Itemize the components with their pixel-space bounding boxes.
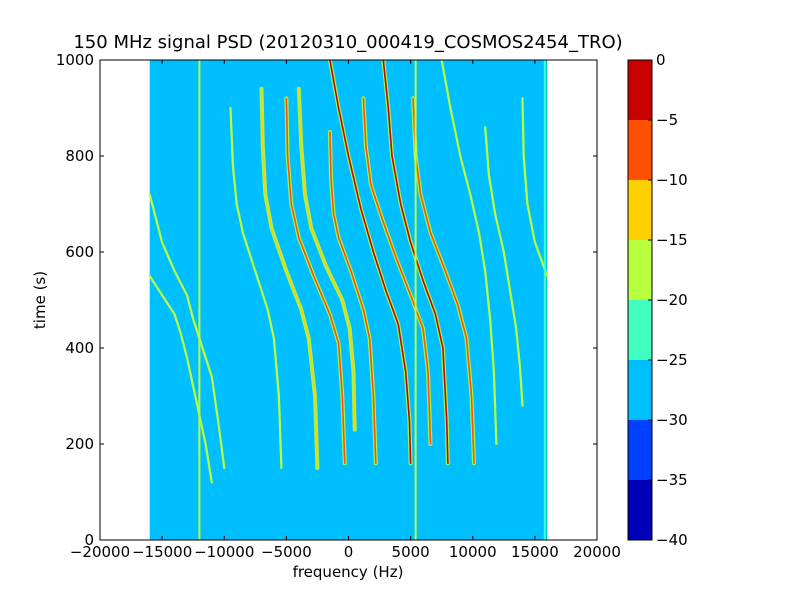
x-tick-label: 5000 xyxy=(392,543,430,561)
x-axis-label: frequency (Hz) xyxy=(293,563,404,581)
y-axis: 0 200 400 600 800 1000 xyxy=(56,51,597,549)
y-tick-label: 1000 xyxy=(56,51,94,69)
y-tick-label: 400 xyxy=(65,339,94,357)
x-axis: −20000 −15000 −10000 −5000 0 5000 10000 15000 20… xyxy=(70,60,621,561)
heatmap-image xyxy=(148,60,549,540)
y-axis-label: time (s) xyxy=(31,271,49,329)
signal-trace xyxy=(329,131,377,464)
signal-trace xyxy=(484,126,524,407)
colorbar-tick-label: −20 xyxy=(656,291,688,309)
y-tick-label: 800 xyxy=(65,147,94,165)
colorbar-tick-label: −25 xyxy=(656,351,688,369)
colorbar-band xyxy=(628,60,652,120)
colorbar-band xyxy=(628,360,652,420)
colorbar-band xyxy=(628,180,652,240)
signal-trace xyxy=(440,60,498,446)
signal-trace xyxy=(148,274,213,484)
colorbar-band xyxy=(628,480,652,540)
signal-trace xyxy=(148,193,226,470)
x-tick-label: 0 xyxy=(344,543,354,561)
colorbar-band xyxy=(628,120,652,180)
chart-title: 150 MHz signal PSD (20120310_000419_COSM… xyxy=(73,32,622,53)
signal-trace xyxy=(298,88,356,431)
signal-trace xyxy=(382,60,449,464)
x-tick-label: −5000 xyxy=(261,543,312,561)
signal-trace xyxy=(260,88,319,469)
colorbar-band xyxy=(628,420,652,480)
colorbar: −40 −35 −30 −25 −20 −15 −10 −5 0 xyxy=(627,51,688,549)
y-tick-label: 600 xyxy=(65,243,94,261)
signal-trace xyxy=(229,106,283,470)
colorbar-tick-label: −15 xyxy=(656,231,688,249)
x-tick-label: 10000 xyxy=(449,543,497,561)
x-tick-label: 15000 xyxy=(511,543,559,561)
y-tick-label: 0 xyxy=(84,531,94,549)
x-tick-label: 20000 xyxy=(573,543,621,561)
colorbar-band xyxy=(628,300,652,360)
colorbar-tick-label: −10 xyxy=(656,171,688,189)
x-tick-label: −20000 xyxy=(70,543,130,561)
colorbar-tick-label: −40 xyxy=(656,531,688,549)
y-tick-label: 200 xyxy=(65,435,94,453)
x-tick-label: −10000 xyxy=(194,543,254,561)
signal-trace xyxy=(285,97,346,464)
colorbar-tick-label: −30 xyxy=(656,411,688,429)
x-tick-label: −15000 xyxy=(132,543,192,561)
signal-trace xyxy=(362,97,432,445)
colorbar-band xyxy=(628,240,652,300)
signal-trace xyxy=(521,97,549,278)
signal-trace xyxy=(329,60,412,464)
colorbar-tick-label: 0 xyxy=(656,51,666,69)
colorbar-tick-label: −35 xyxy=(656,471,688,489)
heatmap-background xyxy=(149,60,548,540)
signal-trace xyxy=(412,97,475,464)
colorbar-tick-label: −5 xyxy=(656,111,678,129)
